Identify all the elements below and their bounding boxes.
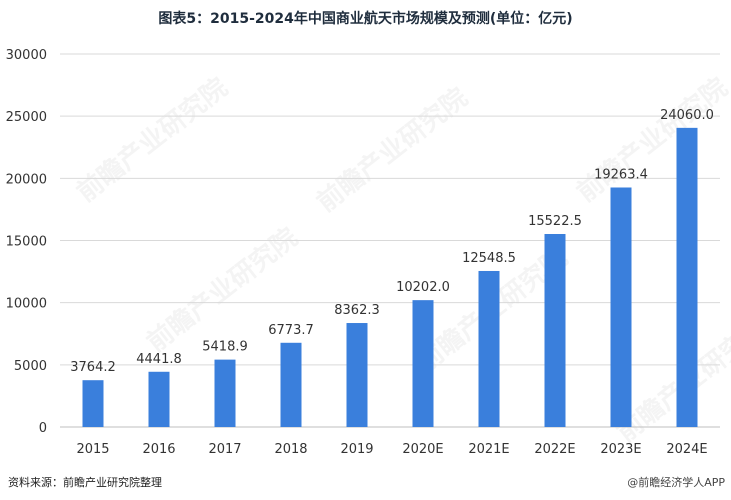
bar-2021E (478, 270, 500, 427)
app-badge: @前瞻经济学人APP (627, 476, 725, 489)
x-tick-label: 2022E (534, 442, 575, 457)
bar-2024E (676, 127, 698, 427)
bars (82, 127, 698, 427)
x-tick-label: 2018 (274, 442, 307, 457)
gridlines (60, 53, 720, 428)
data-label: 6773.7 (268, 323, 314, 338)
bar-2023E (610, 187, 632, 427)
x-tick-label: 2023E (600, 442, 641, 457)
data-label: 19263.4 (594, 167, 648, 182)
data-label: 10202.0 (396, 280, 450, 295)
x-tick-label: 2017 (208, 442, 241, 457)
y-tick-label: 25000 (6, 110, 47, 125)
data-label: 12548.5 (462, 251, 516, 266)
y-tick-label: 10000 (6, 297, 47, 312)
x-tick-label: 2019 (340, 442, 373, 457)
data-label: 15522.5 (528, 214, 582, 229)
y-tick-label: 0 (39, 421, 47, 436)
x-tick-label: 2015 (76, 442, 109, 457)
x-axis: 2015 2016 2017 2018 2019 2020E 2021E 2022E 2023E… (76, 442, 707, 457)
bar-chart: 0 5000 10000 15000 20000 25000 30000 3764.2 444… (6, 48, 720, 457)
bar-2016 (148, 371, 170, 427)
x-tick-label: 2016 (142, 442, 175, 457)
x-tick-label: 2024E (666, 442, 707, 457)
bar-2022E (544, 234, 566, 427)
y-axis: 0 5000 10000 15000 20000 25000 30000 (6, 48, 47, 436)
bar-2018 (280, 342, 302, 427)
bar-2015 (82, 380, 104, 427)
source-note: 资料来源：前瞻产业研究院整理 (8, 476, 162, 489)
data-label: 4441.8 (136, 352, 182, 367)
bar-2020E (412, 300, 434, 427)
data-labels: 3764.2 4441.8 5418.9 6773.7 8362.3 10202.0 125… (70, 108, 714, 375)
y-tick-label: 15000 (6, 235, 47, 250)
data-label: 3764.2 (70, 360, 116, 375)
data-label: 24060.0 (660, 108, 714, 123)
x-tick-label: 2020E (402, 442, 443, 457)
y-tick-label: 30000 (6, 48, 47, 63)
data-label: 8362.3 (334, 303, 380, 318)
bar-2019 (346, 323, 368, 427)
y-tick-label: 5000 (14, 359, 47, 374)
x-tick-label: 2021E (468, 442, 509, 457)
y-tick-label: 20000 (6, 172, 47, 187)
bar-2017 (214, 359, 236, 427)
chart-title: 图表5：2015-2024年中国商业航天市场规模及预测(单位：亿元) (158, 11, 573, 27)
data-label: 5418.9 (202, 340, 248, 355)
